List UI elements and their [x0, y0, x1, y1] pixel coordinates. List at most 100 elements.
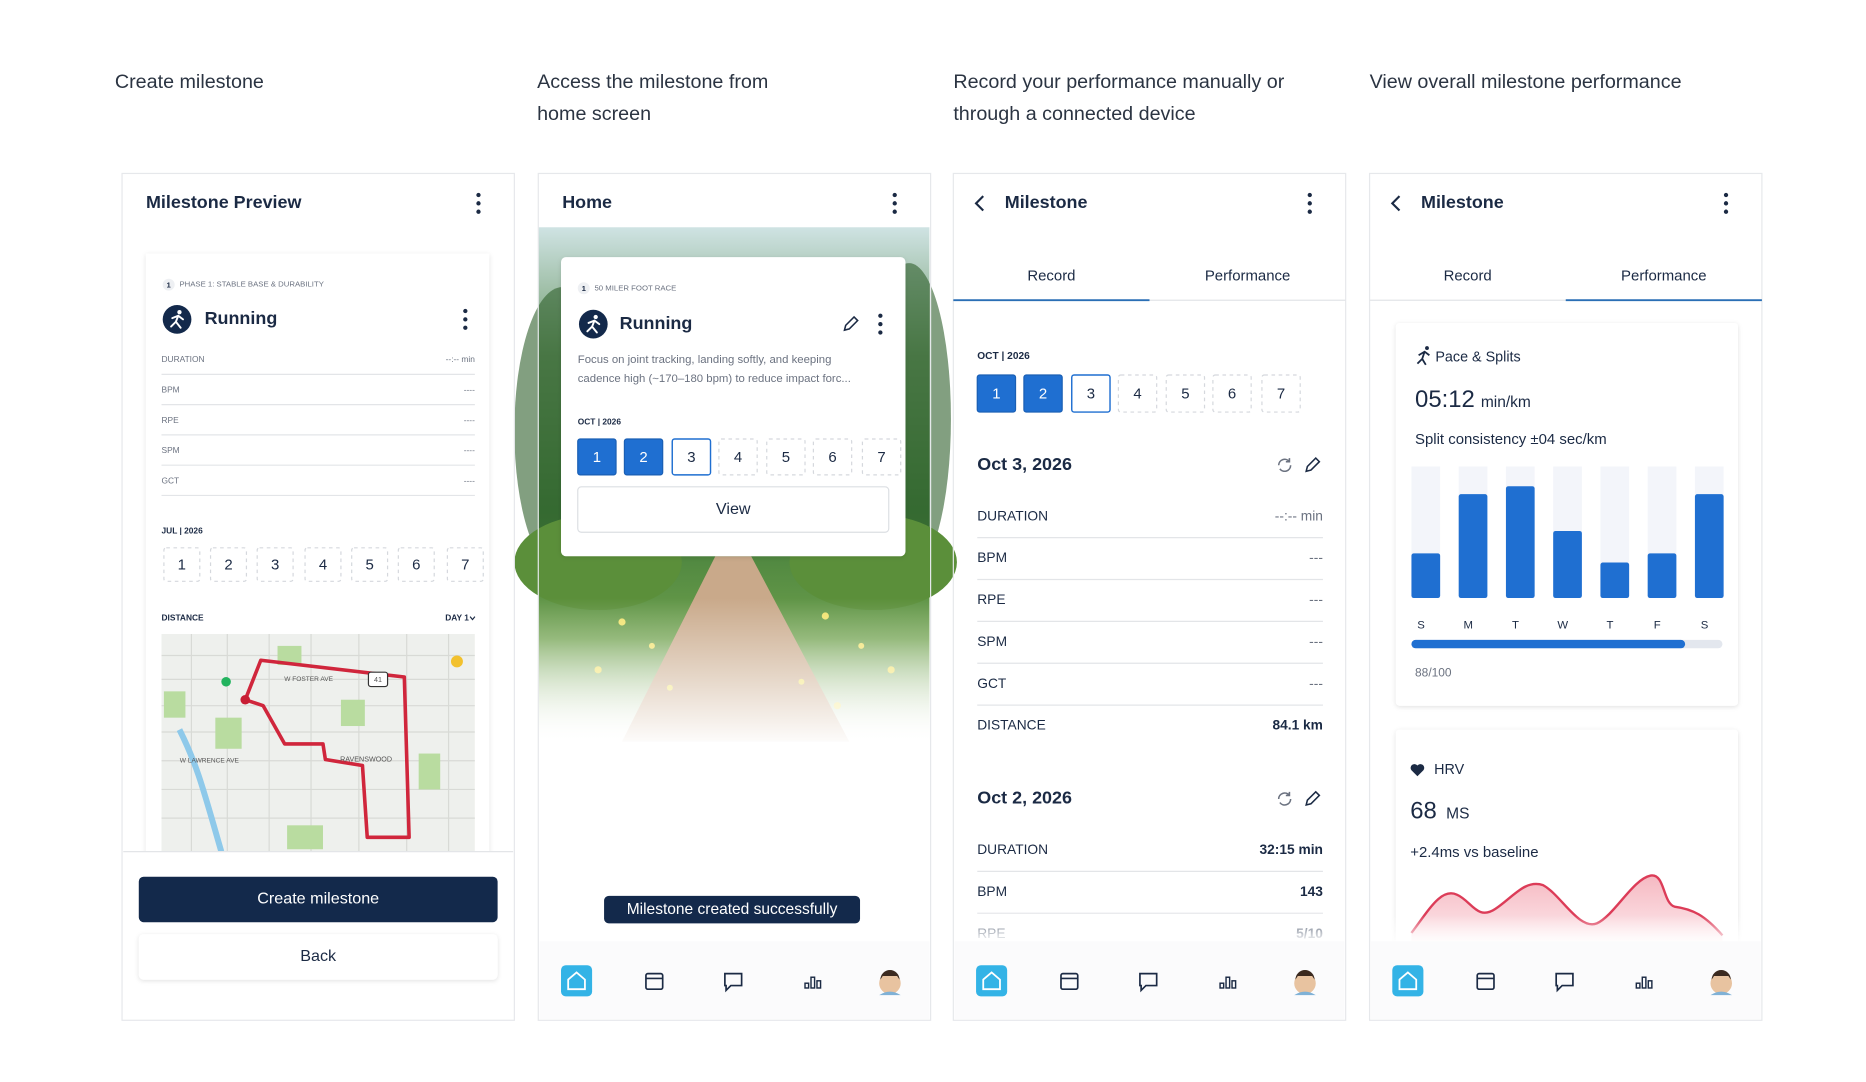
- day-number[interactable]: 3: [271, 557, 279, 574]
- sync-icon[interactable]: [1277, 791, 1292, 806]
- nav-messages[interactable]: [1139, 972, 1158, 993]
- pace-icon-head: [1425, 346, 1429, 350]
- back-button[interactable]: [1390, 195, 1401, 212]
- day-chip[interactable]: [209, 547, 248, 582]
- day-chip[interactable]: [976, 374, 1017, 413]
- nav-messages[interactable]: [1555, 972, 1574, 993]
- secondary-button[interactable]: [138, 934, 498, 980]
- day-chip[interactable]: [861, 438, 902, 476]
- day-number[interactable]: 6: [412, 557, 420, 574]
- day-chip[interactable]: [304, 547, 342, 582]
- day-number[interactable]: 6: [828, 449, 836, 466]
- day-chip[interactable]: [1165, 374, 1206, 413]
- day-chip[interactable]: [671, 438, 712, 476]
- nav-home[interactable]: [561, 965, 593, 997]
- nav-home[interactable]: [976, 965, 1008, 997]
- day-chip[interactable]: [351, 547, 389, 582]
- phone-frame: [1368, 172, 1763, 1021]
- map-label: W FOSTER AVE: [284, 676, 333, 683]
- day-number[interactable]: 3: [687, 449, 695, 466]
- day-number[interactable]: 2: [1039, 386, 1047, 403]
- metric-label: DURATION: [162, 354, 205, 364]
- x-tick-label: M: [1464, 620, 1473, 632]
- nav-stats[interactable]: [1635, 982, 1641, 989]
- nav-home[interactable]: [1392, 965, 1424, 997]
- nav-stats[interactable]: [816, 980, 822, 989]
- nav-stats[interactable]: [1647, 980, 1653, 989]
- day-chip[interactable]: [397, 547, 435, 582]
- nav-stats[interactable]: [810, 976, 816, 989]
- day-chip[interactable]: [446, 547, 484, 582]
- nav-calendar[interactable]: [1476, 972, 1495, 991]
- nav-avatar[interactable]: [1710, 972, 1733, 994]
- day-number[interactable]: 3: [1087, 386, 1095, 403]
- day-number[interactable]: 5: [1181, 386, 1189, 403]
- card-title: HRV: [1434, 762, 1464, 778]
- more-menu-dot: [1723, 192, 1729, 198]
- day-number[interactable]: 7: [877, 449, 885, 466]
- view-button-label[interactable]: View: [716, 500, 751, 518]
- day-number[interactable]: 1: [593, 449, 601, 466]
- day-number[interactable]: 2: [224, 557, 232, 574]
- more-menu-dot: [1723, 201, 1729, 206]
- nav-messages[interactable]: [724, 972, 743, 993]
- day-number[interactable]: 4: [734, 449, 742, 466]
- day-number[interactable]: 2: [639, 449, 647, 466]
- day-number[interactable]: 6: [1228, 386, 1236, 403]
- day-chip[interactable]: [766, 438, 806, 476]
- day-number[interactable]: 7: [461, 557, 469, 574]
- day-chip[interactable]: [1117, 374, 1158, 413]
- nav-avatar-hair: [1711, 970, 1731, 980]
- tab[interactable]: Record: [1027, 267, 1075, 284]
- day-number[interactable]: 5: [365, 557, 373, 574]
- secondary-button-label[interactable]: Back: [300, 947, 337, 965]
- day-chip[interactable]: [1212, 374, 1252, 413]
- step-caption: through a connected device: [953, 103, 1195, 125]
- edit-icon[interactable]: [843, 315, 859, 332]
- nav-stats[interactable]: [1219, 982, 1225, 989]
- nav-stats[interactable]: [1231, 980, 1237, 989]
- tab[interactable]: Performance: [1205, 267, 1291, 284]
- step-caption: Record your performance manually or: [953, 71, 1284, 93]
- nav-calendar[interactable]: [645, 972, 664, 991]
- nav-avatar[interactable]: [1294, 972, 1316, 994]
- day-chip[interactable]: [623, 438, 664, 476]
- nav-stats[interactable]: [1225, 976, 1231, 989]
- day-number[interactable]: 7: [1277, 386, 1285, 403]
- more-menu-dot: [1723, 209, 1729, 214]
- x-tick-label: S: [1417, 620, 1425, 632]
- entry-date: Oct 3, 2026: [977, 454, 1072, 474]
- day-chip[interactable]: [577, 438, 617, 476]
- day-chip[interactable]: [1261, 374, 1301, 413]
- sync-icon[interactable]: [1277, 458, 1292, 473]
- consistency: Split consistency ±04 sec/km: [1415, 431, 1607, 448]
- edit-icon[interactable]: [1305, 457, 1321, 473]
- more-menu-dot: [463, 317, 468, 322]
- view-button[interactable]: [577, 486, 890, 533]
- back-button[interactable]: [974, 195, 984, 212]
- day-chip[interactable]: [812, 438, 853, 476]
- day-number[interactable]: 1: [992, 386, 1000, 403]
- day-number[interactable]: 4: [319, 557, 327, 574]
- nav-avatar[interactable]: [879, 972, 901, 994]
- day-number[interactable]: 4: [1133, 386, 1141, 403]
- day-number[interactable]: 1: [178, 557, 186, 574]
- primary-button-label[interactable]: Create milestone: [257, 890, 379, 908]
- day-chip[interactable]: [1071, 374, 1111, 413]
- bar: [1553, 530, 1582, 599]
- day-chip[interactable]: [1023, 374, 1063, 413]
- day-chip[interactable]: [256, 547, 294, 582]
- nav-calendar[interactable]: [1060, 972, 1079, 991]
- day-chip[interactable]: [718, 438, 758, 476]
- primary-button[interactable]: [138, 876, 498, 923]
- metric-label: BPM: [977, 884, 1007, 899]
- tab[interactable]: Record: [1444, 267, 1492, 284]
- nav-stats[interactable]: [804, 982, 810, 989]
- nav-stats[interactable]: [1641, 976, 1647, 989]
- day-number[interactable]: 5: [782, 449, 790, 466]
- day-chip[interactable]: [163, 547, 201, 582]
- tab[interactable]: Performance: [1621, 267, 1707, 284]
- day-selector[interactable]: DAY 1: [445, 613, 469, 623]
- edit-icon[interactable]: [1305, 790, 1321, 807]
